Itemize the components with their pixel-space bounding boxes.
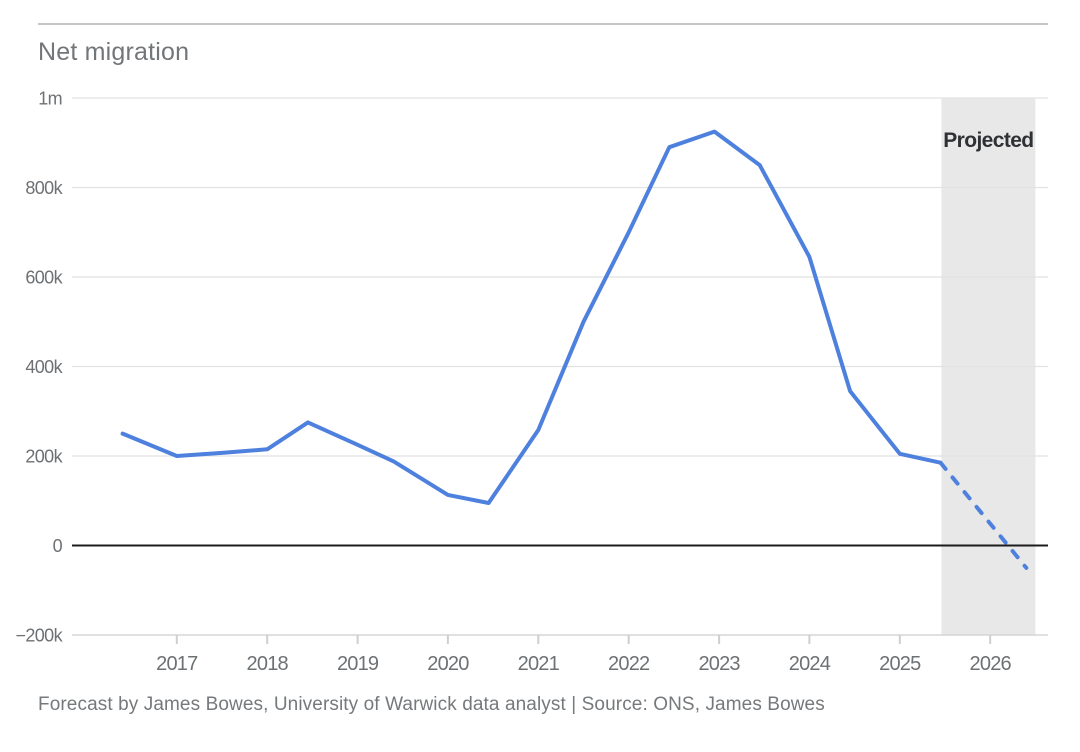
page-title: Net migration bbox=[38, 38, 190, 66]
top-divider-rule bbox=[38, 23, 1048, 25]
x-axis-tick-label: 2018 bbox=[247, 653, 289, 675]
y-axis-tick-label: 600k bbox=[25, 268, 63, 288]
source-attribution: Forecast by James Bowes, University of W… bbox=[38, 694, 825, 715]
net-migration-line-projected bbox=[938, 460, 1029, 570]
x-axis-tick-label: 2023 bbox=[698, 653, 740, 675]
x-axis-tick-label: 2020 bbox=[427, 653, 469, 675]
y-axis-tick-label: 1m bbox=[38, 89, 62, 109]
x-axis-tick-label: 2019 bbox=[337, 653, 379, 675]
x-axis-tick-label: 2022 bbox=[608, 653, 650, 675]
x-axis-tick-label: 2026 bbox=[970, 653, 1012, 675]
y-axis-tick-label: −200k bbox=[15, 626, 63, 646]
y-axis-tick-label: 800k bbox=[25, 178, 63, 198]
x-axis-tick-label: 2017 bbox=[156, 653, 198, 675]
x-axis-tick-label: 2024 bbox=[789, 653, 831, 675]
x-axis-tick-label: 2025 bbox=[879, 653, 921, 675]
x-axis-tick-label: 2021 bbox=[518, 653, 560, 675]
y-axis-tick-label: 400k bbox=[25, 357, 63, 377]
y-axis-tick-label: 200k bbox=[25, 447, 63, 467]
y-axis-tick-label: 0 bbox=[53, 536, 63, 556]
net-migration-line-actual bbox=[120, 129, 943, 505]
projection-label: Projected bbox=[943, 129, 1033, 152]
